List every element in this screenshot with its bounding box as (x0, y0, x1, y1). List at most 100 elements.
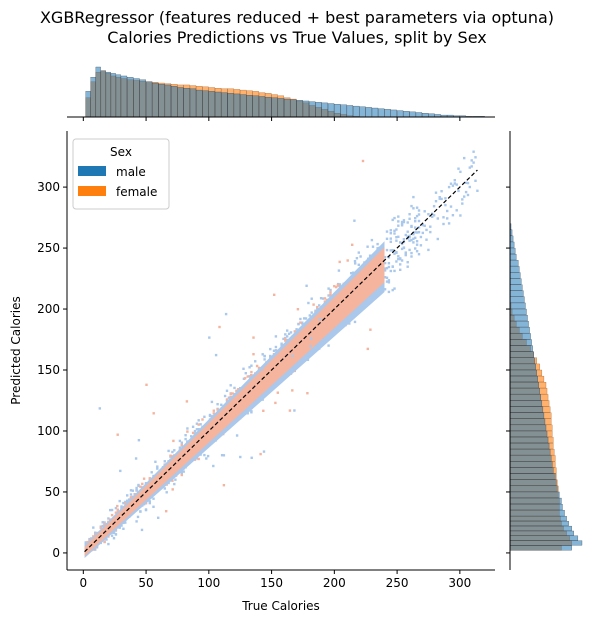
marginal-x-bar-male (158, 84, 165, 118)
outlier-cell (273, 293, 276, 296)
marginal-y-bar-male (509, 375, 538, 383)
heatmap-cell (248, 375, 251, 378)
marginal-y-bar-male (509, 314, 528, 322)
heatmap-cell (101, 521, 104, 524)
marginal-x-bar-male (384, 109, 391, 118)
heatmap-cell (449, 182, 453, 185)
heatmap-cell (406, 261, 409, 264)
heatmap-cell (272, 349, 276, 352)
heatmap-cell (391, 218, 394, 222)
heatmap-cell (126, 499, 129, 502)
marginal-y-bar-male (509, 278, 522, 285)
heatmap-cell (308, 314, 311, 317)
marginal-y-histogram (506, 131, 583, 570)
heatmap-cell (99, 525, 102, 528)
heatmap-cell (280, 342, 283, 345)
marginal-y-bar-male (509, 479, 557, 486)
outlier-cell (145, 383, 148, 386)
outlier-cell (300, 358, 304, 361)
heatmap-cell (453, 179, 456, 182)
marginal-x-bar-male (115, 74, 121, 118)
y-axis-label: Predicted Calories (9, 296, 23, 404)
heatmap-cell (284, 337, 287, 341)
heatmap-cell (274, 349, 278, 352)
heatmap-cell (414, 220, 417, 223)
heatmap-cell (122, 501, 125, 505)
heatmap-cell (284, 333, 287, 336)
outlier-cell (220, 454, 224, 457)
marginal-x-bar-male (346, 105, 354, 118)
outlier-cell (116, 433, 119, 436)
marginal-x-bar-male (290, 99, 297, 118)
heatmap-cell (110, 513, 114, 517)
heatmap-cell (333, 285, 336, 288)
outlier-cell (259, 452, 262, 456)
marginal-x-bar-male (133, 78, 140, 118)
outlier-cell (235, 434, 239, 437)
heatmap-cell (203, 453, 206, 457)
marginal-y-bar-male (509, 467, 554, 474)
marginal-y-bar-male (509, 491, 560, 498)
heatmap-cell (466, 181, 470, 185)
heatmap-cell (169, 454, 172, 457)
outlier-cell (252, 353, 255, 356)
outlier-cell (208, 336, 211, 339)
chart-title-line-1: XGBRegressor (features reduced + best pa… (39, 8, 555, 27)
outlier-cell (242, 367, 245, 370)
heatmap-cell (310, 297, 313, 300)
heatmap-cell (301, 321, 304, 324)
heatmap-cell (464, 181, 468, 184)
heatmap-cell (447, 222, 451, 225)
heatmap-cell (387, 279, 391, 282)
outlier-cell (338, 260, 341, 264)
marginal-x-bar-male (85, 91, 91, 118)
heatmap-cell (397, 215, 400, 218)
heatmap-cell (101, 524, 104, 528)
heatmap-cell (135, 520, 138, 523)
heatmap-cell (120, 524, 123, 527)
heatmap-cell (195, 457, 199, 460)
heatmap-cell (389, 232, 392, 235)
heatmap-cell (415, 206, 419, 209)
heatmap-cell (329, 293, 332, 296)
outlier-cell (291, 354, 294, 357)
heatmap-cell (427, 213, 430, 216)
marginal-y-bar-male (509, 290, 524, 297)
heatmap-cell (129, 496, 133, 499)
heatmap-cell (417, 219, 421, 223)
heatmap-cell (412, 195, 415, 199)
outlier-cell (157, 516, 160, 519)
heatmap-cell (436, 237, 439, 241)
outlier-cell (165, 510, 168, 513)
outlier-cell (262, 409, 265, 412)
heatmap-cell (414, 217, 417, 220)
heatmap-cell (205, 457, 208, 460)
marginal-y-bar-male (509, 430, 548, 437)
heatmap-cell (122, 527, 125, 530)
outlier-cell (371, 245, 375, 248)
heatmap-cell (415, 243, 419, 246)
heatmap-cell (139, 485, 142, 488)
heatmap-cell (225, 389, 229, 392)
heatmap-cell (210, 400, 214, 404)
outlier-cell (361, 159, 365, 163)
marginal-y-bar-male (509, 296, 525, 303)
heatmap-cell (255, 364, 259, 368)
heatmap-cell (171, 479, 174, 482)
heatmap-cell (105, 538, 108, 541)
heatmap-cell (376, 242, 379, 246)
heatmap-cell (154, 460, 157, 463)
marginal-x-bar-male (105, 71, 111, 118)
marginal-y-bar-male (509, 436, 549, 444)
outlier-cell (119, 469, 122, 473)
heatmap-cell (423, 224, 426, 227)
outlier-cell (98, 407, 101, 410)
heatmap-cell (389, 249, 392, 252)
heatmap-cell (180, 443, 183, 447)
heatmap-cell (404, 233, 407, 237)
marginal-y-bar-male (509, 302, 526, 309)
marginal-x-bar-male (265, 96, 272, 118)
heatmap-cell (191, 425, 195, 428)
outlier-cell (346, 259, 349, 262)
marginal-y-bar-male (509, 351, 534, 358)
